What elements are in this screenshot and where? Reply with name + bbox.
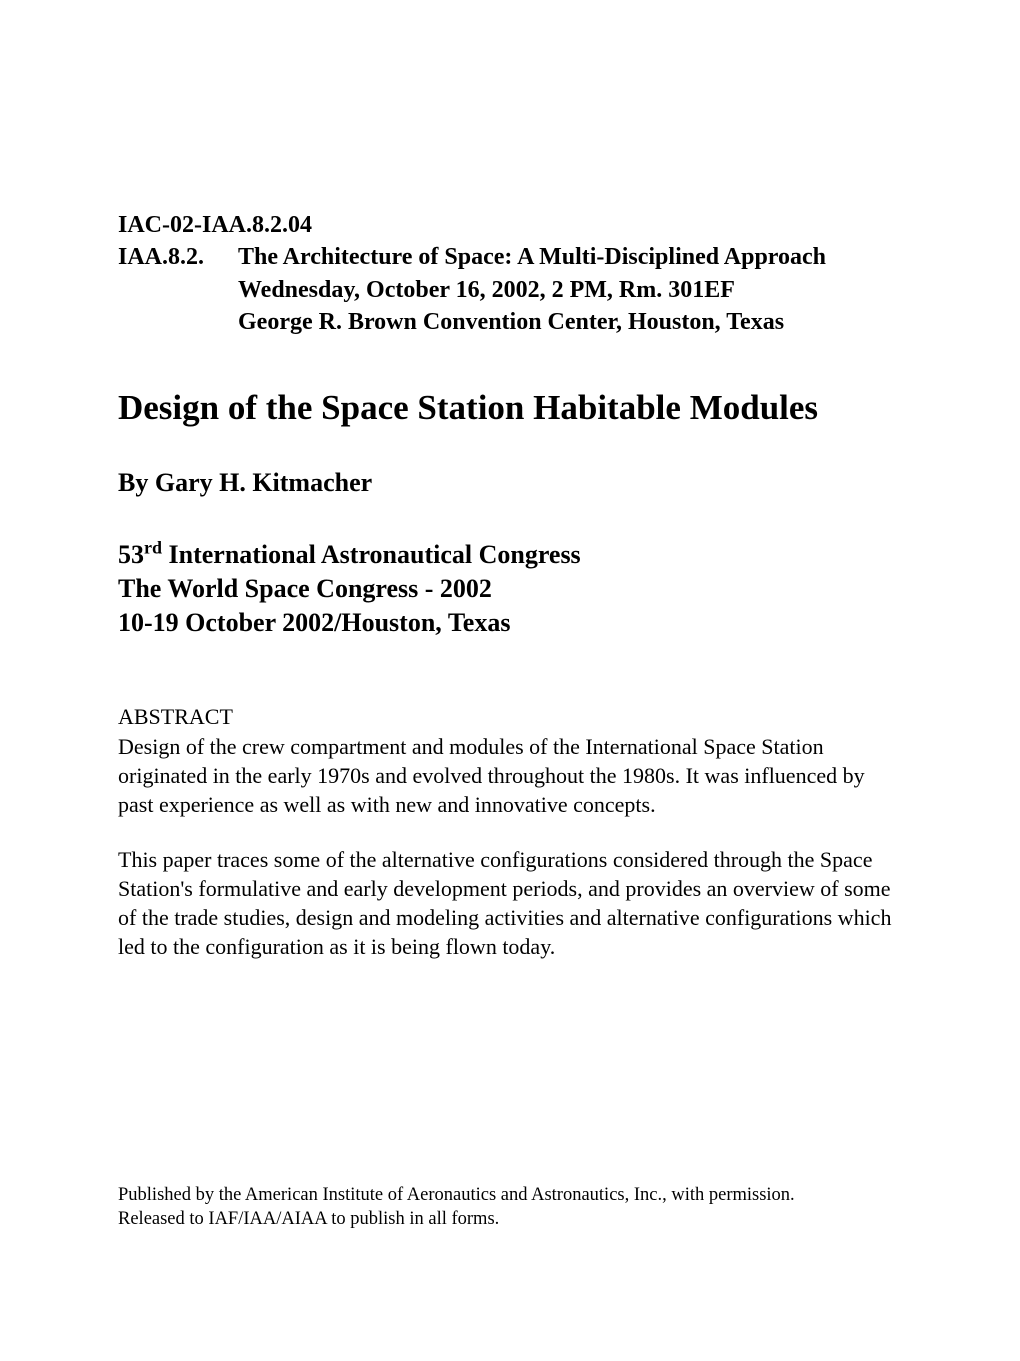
abstract-section: ABSTRACT Design of the crew compartment … (118, 703, 902, 961)
author-line: By Gary H. Kitmacher (118, 466, 902, 500)
session-block: IAA.8.2. The Architecture of Space: A Mu… (118, 241, 902, 338)
abstract-heading: ABSTRACT (118, 703, 902, 732)
publication-note-line-1: Published by the American Institute of A… (118, 1183, 902, 1207)
document-id: IAC-02-IAA.8.2.04 (118, 210, 902, 241)
publication-note-line-2: Released to IAF/IAA/AIAA to publish in a… (118, 1207, 902, 1231)
session-title: The Architecture of Space: A Multi-Disci… (238, 241, 902, 273)
congress-line-3: 10-19 October 2002/Houston, Texas (118, 606, 902, 640)
session-location: George R. Brown Convention Center, Houst… (238, 306, 902, 338)
paper-page: IAC-02-IAA.8.2.04 IAA.8.2. The Architect… (0, 0, 1020, 1361)
congress-number: 53 (118, 540, 144, 569)
congress-block: 53rd International Astronautical Congres… (118, 538, 902, 639)
session-label: IAA.8.2. (118, 241, 238, 338)
publication-note: Published by the American Institute of A… (118, 1183, 902, 1231)
congress-ordinal: rd (144, 537, 162, 557)
paper-title: Design of the Space Station Habitable Mo… (118, 386, 902, 430)
congress-line-1: 53rd International Astronautical Congres… (118, 538, 902, 572)
abstract-paragraph-2: This paper traces some of the alternativ… (118, 845, 902, 961)
congress-name: International Astronautical Congress (162, 540, 581, 569)
session-datetime: Wednesday, October 16, 2002, 2 PM, Rm. 3… (238, 274, 902, 306)
abstract-paragraph-1: Design of the crew compartment and modul… (118, 732, 902, 819)
congress-line-2: The World Space Congress - 2002 (118, 572, 902, 606)
session-body: The Architecture of Space: A Multi-Disci… (238, 241, 902, 338)
